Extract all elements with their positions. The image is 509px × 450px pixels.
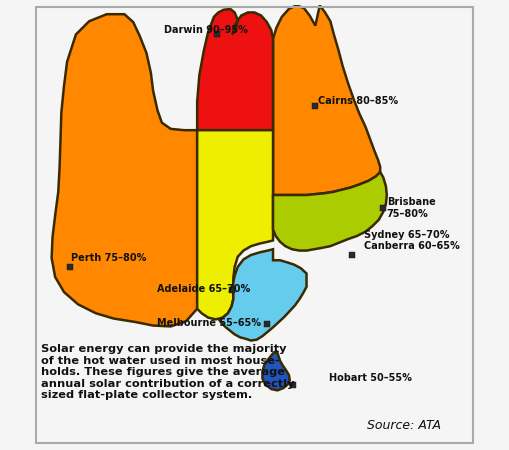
Polygon shape (273, 172, 387, 251)
Text: Adelaide 65–70%: Adelaide 65–70% (157, 284, 250, 294)
Polygon shape (197, 9, 273, 130)
Text: Melbourne 55–65%: Melbourne 55–65% (157, 318, 261, 328)
Polygon shape (263, 352, 290, 390)
Polygon shape (273, 5, 380, 195)
Text: Sydney 65–70%
Canberra 60–65%: Sydney 65–70% Canberra 60–65% (364, 230, 460, 251)
Text: Perth 75–80%: Perth 75–80% (71, 253, 147, 263)
Polygon shape (197, 130, 273, 320)
Text: Cairns 80–85%: Cairns 80–85% (319, 96, 399, 106)
Text: Brisbane
75–80%: Brisbane 75–80% (387, 198, 436, 219)
Text: Solar energy can provide the majority
of the hot water used in most house-
holds: Solar energy can provide the majority of… (41, 344, 294, 400)
Polygon shape (51, 14, 197, 326)
Polygon shape (219, 249, 306, 341)
Text: Source: ATA: Source: ATA (367, 419, 441, 432)
Text: Hobart 50–55%: Hobart 50–55% (329, 374, 412, 383)
Text: Darwin 90–95%: Darwin 90–95% (164, 25, 248, 35)
